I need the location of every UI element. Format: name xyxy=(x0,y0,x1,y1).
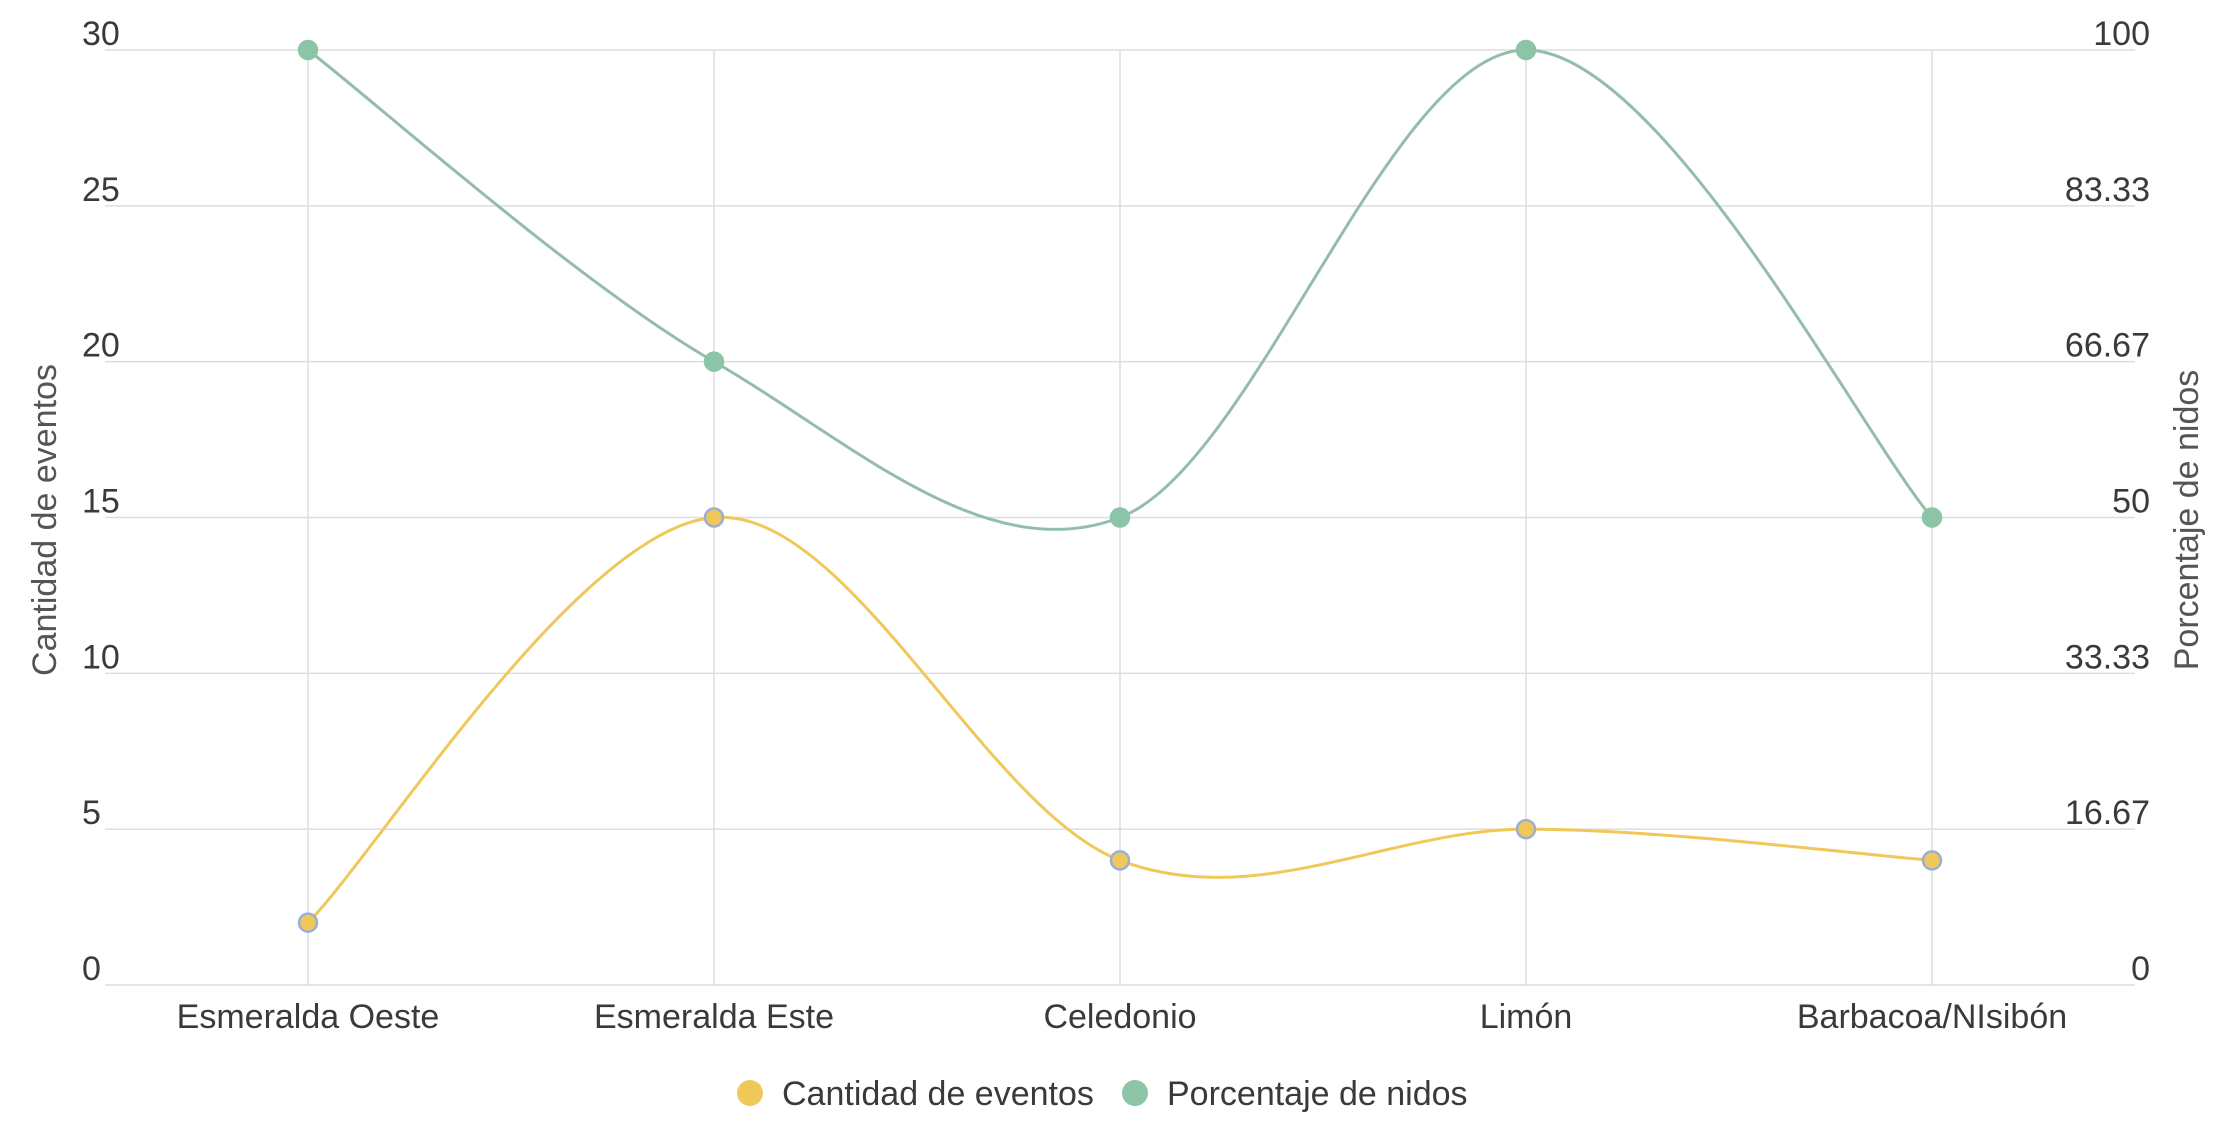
legend-marker-porcentaje-de-nidos xyxy=(1122,1080,1148,1106)
series-line-cantidad-de-eventos xyxy=(306,515,1933,924)
y2-tick-label: 66.67 xyxy=(2065,327,2150,365)
y-tick-label: 5 xyxy=(82,794,101,832)
y2-tick-label: 0 xyxy=(2131,950,2150,988)
data-point-cantidad-de-eventos[interactable] xyxy=(1921,850,1943,871)
y-tick-label: 25 xyxy=(82,171,120,209)
y-tick-label: 15 xyxy=(82,483,120,521)
data-point-cantidad-de-eventos[interactable] xyxy=(1109,850,1131,871)
legend: Cantidad de eventos Porcentaje de nidos xyxy=(737,1075,1468,1113)
x-tick-label: Esmeralda Este xyxy=(594,998,834,1036)
x-tick-label: Esmeralda Oeste xyxy=(177,998,440,1036)
grid xyxy=(105,49,2135,986)
y-axis-title: Cantidad de eventos xyxy=(26,364,64,676)
series-layer xyxy=(297,39,1943,933)
series-line-core-porcentaje-de-nidos xyxy=(307,49,1933,530)
y2-tick-label: 100 xyxy=(2093,15,2150,53)
left-axis-ticks: 0 5 10 15 20 25 30 xyxy=(82,15,120,988)
data-point-porcentaje-de-nidos[interactable] xyxy=(703,351,725,372)
legend-label-porcentaje-de-nidos: Porcentaje de nidos xyxy=(1167,1075,1468,1113)
data-point-cantidad-de-eventos[interactable] xyxy=(1515,818,1537,840)
data-point-porcentaje-de-nidos[interactable] xyxy=(1921,507,1943,528)
y2-tick-label: 83.33 xyxy=(2065,171,2150,209)
data-point-cantidad-de-eventos[interactable] xyxy=(297,912,319,933)
y2-tick-label: 50 xyxy=(2112,483,2150,521)
right-axis-ticks: 0 16.67 33.33 50 66.67 83.33 100 xyxy=(2065,15,2150,988)
data-point-cantidad-de-eventos[interactable] xyxy=(703,507,725,528)
y-tick-label: 30 xyxy=(82,15,120,53)
data-point-porcentaje-de-nidos[interactable] xyxy=(297,39,319,61)
x-axis-labels: Esmeralda Oeste Esmeralda Este Celedonio Li… xyxy=(177,998,2067,1036)
x-tick-label: Limón xyxy=(1480,998,1573,1036)
y-tick-label: 20 xyxy=(82,327,120,365)
x-tick-label: Celedonio xyxy=(1043,998,1196,1036)
y2-tick-label: 33.33 xyxy=(2065,638,2150,676)
legend-label-cantidad-de-eventos: Cantidad de eventos xyxy=(782,1075,1094,1113)
data-point-porcentaje-de-nidos[interactable] xyxy=(1109,507,1131,528)
y-tick-label: 10 xyxy=(82,638,120,676)
y2-tick-label: 16.67 xyxy=(2065,794,2150,832)
y-tick-label: 0 xyxy=(82,950,101,988)
y2-axis-title: Porcentaje de nidos xyxy=(2168,370,2206,671)
legend-marker-cantidad-de-eventos xyxy=(737,1080,763,1106)
data-point-porcentaje-de-nidos[interactable] xyxy=(1515,39,1537,61)
x-tick-label: Barbacoa/NIsibón xyxy=(1797,998,2067,1036)
